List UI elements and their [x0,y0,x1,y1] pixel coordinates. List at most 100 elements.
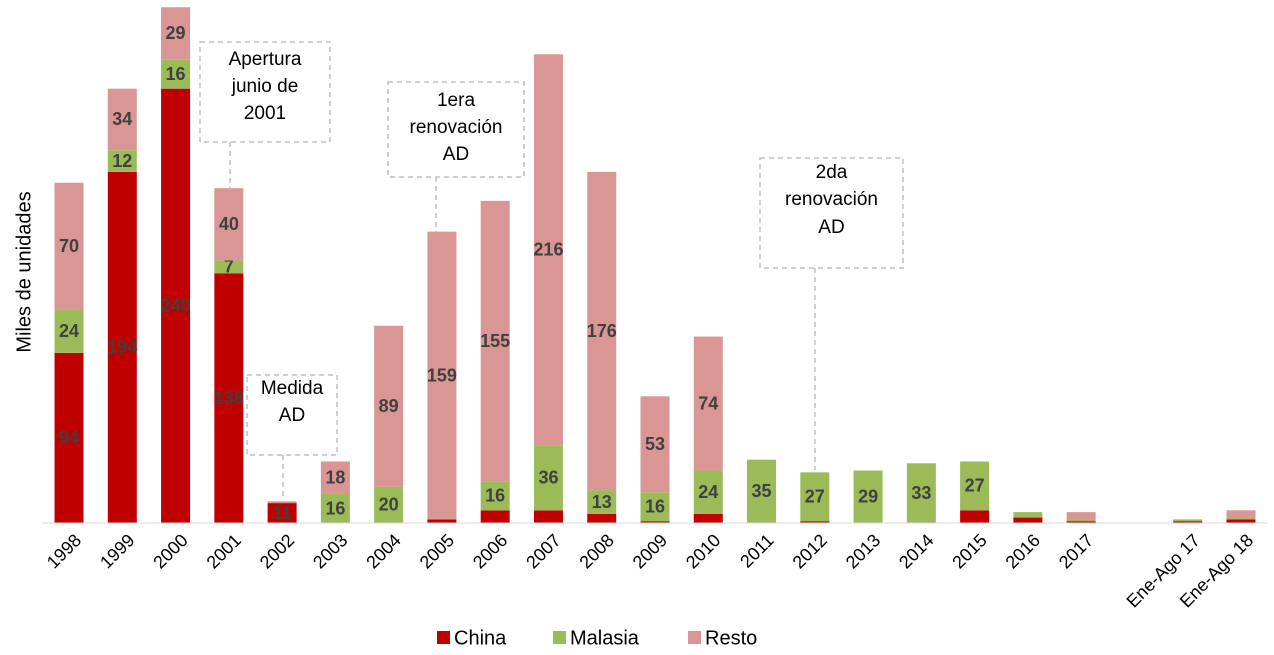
bar-segment [107,88,137,151]
annotation-text: renovación [785,189,878,210]
data-label: 94 [59,428,79,448]
data-label: 24 [698,482,718,502]
data-label: 20 [379,495,399,515]
annotation-text: 2da [816,162,848,183]
bar-segment [107,171,137,523]
bar-segment [693,336,723,471]
bar-segment [853,470,883,523]
bar-segment [54,182,84,310]
data-label: 216 [533,239,563,259]
annotation-text: Medida [261,378,324,399]
bar-segment [427,231,457,520]
x-tick-label: 1998 [43,530,85,572]
bar-segment [267,503,297,523]
data-label: 53 [645,434,665,454]
annotation-text: 1era [437,90,475,111]
bar-segment [54,352,84,523]
x-tick-label: 2017 [1055,530,1097,572]
x-tick-label: 2002 [256,530,298,572]
x-tick-label: 2008 [575,530,617,572]
bar-segment [214,188,244,261]
bar-segment [1066,521,1096,523]
annotation-box [199,41,331,143]
x-tick-label: 2005 [416,530,458,572]
data-label: 89 [379,396,399,416]
data-label: 36 [538,468,558,488]
bar-segment [480,481,510,511]
bar-segment [587,513,617,523]
data-label: 16 [166,64,186,84]
x-tick-label: 2014 [895,530,937,572]
bar-segment [427,519,457,523]
bar-segment [640,492,670,522]
x-tick-label: 2011 [736,530,778,572]
bar-segment [533,510,563,523]
annotation-text: AD [818,217,844,238]
bar-segment [1173,521,1203,523]
data-label: 34 [112,109,132,129]
bar-segment [640,396,670,493]
bar-segment [480,510,510,523]
x-tick-label: 1999 [96,530,138,572]
data-label: 29 [858,487,878,507]
legend-label: China [454,627,507,649]
data-label: 24 [59,321,79,341]
data-label: 240 [161,296,191,316]
annotation-box [387,81,525,178]
bar-segment [161,59,191,89]
data-label: 155 [480,331,510,351]
x-tick-label: 2004 [362,530,404,572]
x-tick-label: 2009 [629,530,671,572]
bar-segment [320,494,350,523]
bar-segment [1066,519,1096,522]
bar-segment [960,461,990,511]
data-label: 35 [752,481,772,501]
bar-segment [1226,517,1256,520]
x-tick-label: 2001 [203,530,245,572]
annotation-text: AD [279,405,305,426]
data-label: 74 [698,393,718,413]
bar-segment [1013,517,1043,523]
data-label: 33 [911,483,931,503]
bar-segment [107,150,137,172]
bar-segment [533,445,563,511]
data-label: 40 [219,214,239,234]
data-label: 18 [325,468,345,488]
bar-segment [800,521,830,523]
bar-segment [54,309,84,353]
bar-segment [214,260,244,274]
legend-swatch [437,631,450,644]
bar-segment [1226,519,1256,523]
bar-segment [587,490,617,514]
legend: China Malasia Resto [437,627,757,649]
data-label: 11 [273,503,292,523]
bar-segment [374,325,404,487]
bar-segment [640,521,670,523]
bar-segment [533,54,563,446]
data-label: 176 [587,321,617,341]
bar-segment [800,472,830,522]
bar-segment [587,171,617,491]
bar-segment [267,501,297,504]
bar-segment [161,7,191,60]
y-axis-label: Miles de unidades [13,191,35,352]
data-label: 7 [224,257,234,277]
bar-segment [214,273,244,523]
annotation-text: renovación [410,117,503,138]
bar-segment [960,510,990,523]
x-tick-label: 2000 [149,530,191,572]
bar-segment [374,486,404,523]
data-label: 13 [592,492,612,512]
data-label: 16 [485,486,505,506]
data-label: 70 [59,236,79,256]
bar-segment [747,459,777,523]
x-tick-label: 2013 [842,530,884,572]
legend-label: Resto [705,627,757,649]
annotation-box [246,374,338,456]
x-tick-label: 2012 [789,530,831,572]
annotation-text: junio de [231,76,299,97]
data-label: 27 [805,487,825,507]
data-label: 16 [325,498,345,518]
bar-segment [693,470,723,514]
